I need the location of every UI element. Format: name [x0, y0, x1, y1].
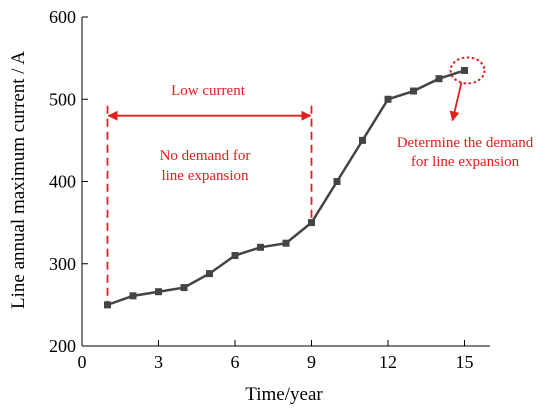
- highlight-circle: [449, 56, 486, 85]
- data-point: [410, 87, 417, 95]
- data-point: [359, 136, 366, 144]
- x-tick-label: 12: [379, 352, 397, 372]
- y-tick-label: 600: [49, 7, 76, 27]
- x-tick-label: 6: [231, 352, 240, 372]
- data-point: [308, 219, 315, 227]
- data-point: [155, 288, 162, 296]
- data-point: [435, 75, 443, 83]
- x-tick-label: 0: [78, 352, 87, 372]
- data-point: [282, 239, 290, 247]
- y-tick-label: 400: [49, 172, 76, 192]
- y-tick-label: 200: [49, 336, 76, 356]
- series-group: [104, 66, 468, 309]
- data-point: [257, 243, 264, 251]
- y-tick-label: 300: [49, 254, 76, 274]
- x-ticks: 0 3 6 9 12 15: [78, 340, 474, 372]
- data-point: [104, 301, 111, 309]
- y-tick-label: 500: [49, 89, 76, 109]
- annotations: [106, 56, 486, 305]
- data-point: [180, 284, 188, 292]
- y-ticks: 200 300 400 500 600: [49, 7, 88, 356]
- axes: [81, 17, 490, 347]
- data-point: [333, 178, 341, 185]
- y-axis-title: Line annual maximum current / A: [8, 51, 29, 309]
- data-point: [461, 66, 468, 74]
- pointer-arrow: [449, 82, 463, 122]
- data-point: [231, 252, 239, 260]
- x-tick-label: 3: [154, 352, 163, 372]
- x-tick-label: 15: [456, 352, 474, 372]
- annotation-no-demand-line2: line expansion: [161, 168, 249, 184]
- annotation-determine-line1: Determine the demand: [397, 135, 534, 151]
- annotation-no-demand-line1: No demand for: [160, 148, 251, 164]
- series-line: [107, 69, 465, 307]
- data-point: [384, 95, 392, 103]
- data-point: [129, 292, 137, 300]
- x-axis-title: Time/year: [245, 384, 323, 405]
- x-tick-label: 9: [307, 352, 316, 372]
- data-point: [206, 270, 213, 278]
- annotation-low-current: Low current: [171, 83, 246, 99]
- annotation-determine-line2: for line expansion: [411, 154, 520, 170]
